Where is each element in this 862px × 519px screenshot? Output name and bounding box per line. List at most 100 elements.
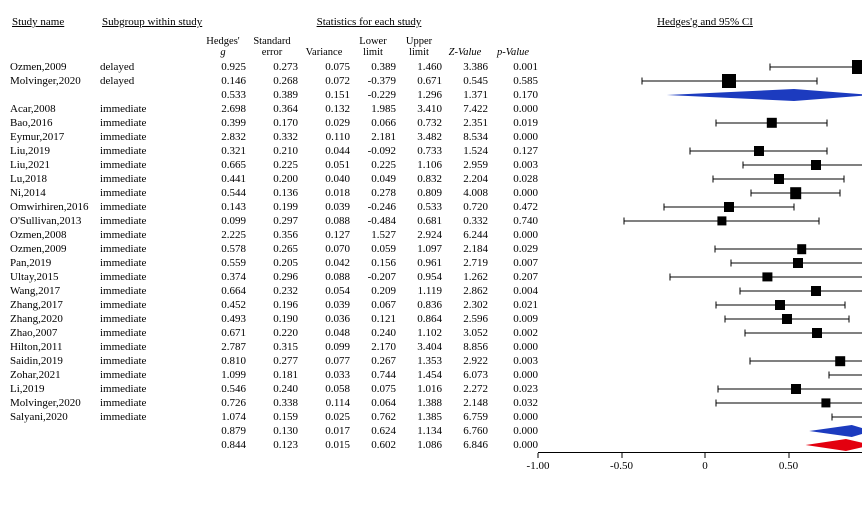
forest-plot-cell [538,326,862,340]
variance: 0.025 [298,411,350,423]
subgroup: immediate [100,355,200,367]
ci-tick [749,358,750,365]
standard-error: 0.277 [246,355,298,367]
z-value: 1.524 [442,145,488,157]
p-value: 0.032 [488,397,538,409]
lower-limit: 0.075 [350,383,396,395]
study-name: Zhang,2020 [10,313,100,325]
forest-plot-cell [538,144,862,158]
p-value: 0.007 [488,257,538,269]
ci-tick [751,190,752,197]
standard-error: 0.240 [246,383,298,395]
subgroup: immediate [100,299,200,311]
point-marker [790,187,802,199]
p-value: 0.009 [488,313,538,325]
upper-limit: 0.732 [396,117,442,129]
table-row: Zhang,2017immediate0.4520.1960.0390.0670… [10,298,862,312]
lower-limit: 0.067 [350,299,396,311]
axis-tick [788,453,789,458]
study-name: Ozmen,2009 [10,243,100,255]
z-value: 2.719 [442,257,488,269]
hedges-g: 0.664 [200,285,246,297]
forest-plot-cell [538,186,862,200]
upper-limit: 0.954 [396,271,442,283]
hedges-g: 0.146 [200,75,246,87]
z-value: 6.073 [442,369,488,381]
subgroup: immediate [100,257,200,269]
forest-plot-cell [538,158,862,172]
standard-error: 0.123 [246,439,298,451]
forest-plot-cell [538,354,862,368]
z-value: 2.351 [442,117,488,129]
subgroup: immediate [100,271,200,283]
table-row: Lu,2018immediate0.4410.2000.0400.0490.83… [10,172,862,186]
subgroup: immediate [100,411,200,423]
upper-limit: 0.832 [396,173,442,185]
hedges-g: 0.099 [200,215,246,227]
ci-tick [832,414,833,421]
standard-error: 0.170 [246,117,298,129]
subhdr-upper-l1: Upper [406,36,432,47]
ci-tick [849,316,850,323]
lower-limit: 0.602 [350,439,396,451]
study-name: Acar,2008 [10,103,100,115]
p-value: 0.472 [488,201,538,213]
subhdr-lower-l1: Lower [359,36,386,47]
hedges-g: 2.698 [200,103,246,115]
variance: 0.033 [298,369,350,381]
upper-limit: 1.388 [396,397,442,409]
study-name: Zhang,2017 [10,299,100,311]
ci-tick [670,274,671,281]
p-value: 0.207 [488,271,538,283]
upper-limit: 1.119 [396,285,442,297]
lower-limit: 0.389 [350,61,396,73]
hedges-g: 0.925 [200,61,246,73]
hedges-g: 2.225 [200,229,246,241]
lower-limit: 0.225 [350,159,396,171]
lower-limit: 0.156 [350,257,396,269]
variance: 0.114 [298,397,350,409]
variance: 0.018 [298,187,350,199]
lower-limit: -0.092 [350,145,396,157]
table-row: Zhao,2007immediate0.6710.2200.0480.2401.… [10,326,862,340]
upper-limit: 3.482 [396,131,442,143]
forest-plot-cell [538,284,862,298]
ci-tick [731,260,732,267]
upper-limit: 0.809 [396,187,442,199]
forest-plot-cell [538,88,862,102]
table-row: O'Sullivan,2013immediate0.0990.2970.088-… [10,214,862,228]
header-stats: Statistics for each study [315,16,424,28]
variance: 0.088 [298,271,350,283]
variance: 0.044 [298,145,350,157]
lower-limit: -0.207 [350,271,396,283]
header-row: Study name Subgroup within study Statist… [10,12,862,32]
point-marker [811,160,821,170]
p-value: 0.004 [488,285,538,297]
hedges-g: 0.671 [200,327,246,339]
z-value: 8.856 [442,341,488,353]
p-value: 0.000 [488,439,538,451]
standard-error: 0.159 [246,411,298,423]
z-value: 0.332 [442,215,488,227]
forest-plot-cell [538,368,862,382]
ci-tick [794,204,795,211]
ci-tick [641,78,642,85]
header-plot: Hedges'g and 95% CI [655,16,755,28]
ci-tick [817,78,818,85]
axis-label: 0.50 [779,460,798,472]
table-row: Liu,2021immediate0.6650.2250.0510.2251.1… [10,158,862,172]
point-marker [797,244,807,254]
lower-limit: 0.278 [350,187,396,199]
hedges-g: 0.665 [200,159,246,171]
study-name: Zhao,2007 [10,327,100,339]
forest-plot-cell [538,242,862,256]
study-name: O'Sullivan,2013 [10,215,100,227]
variance: 0.036 [298,313,350,325]
lower-limit: -0.379 [350,75,396,87]
ci-tick [844,302,845,309]
forest-plot-cell [538,116,862,130]
standard-error: 0.136 [246,187,298,199]
standard-error: 0.332 [246,131,298,143]
subgroup: immediate [100,327,200,339]
lower-limit: 0.744 [350,369,396,381]
